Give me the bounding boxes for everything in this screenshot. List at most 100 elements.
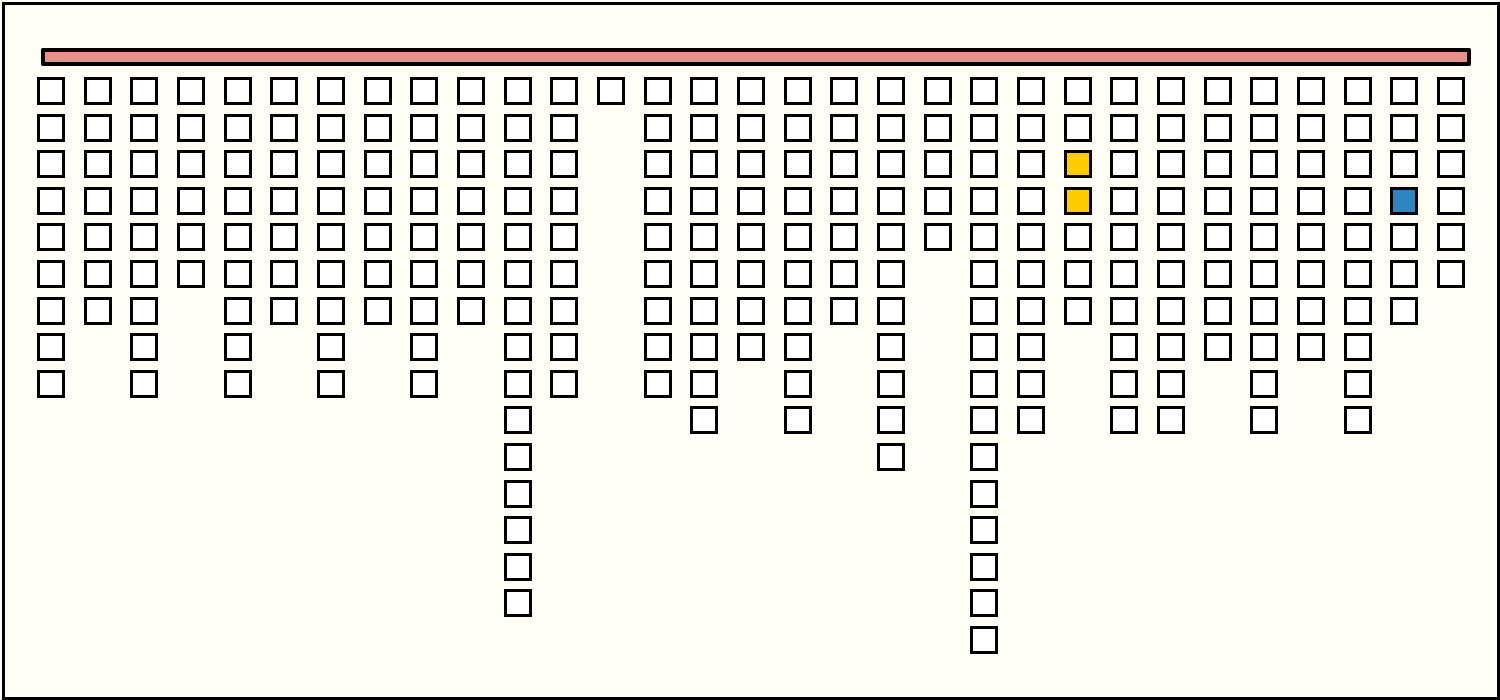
cell[interactable] xyxy=(1297,260,1326,288)
cell[interactable] xyxy=(1343,186,1372,215)
cell[interactable] xyxy=(270,113,299,142)
cell[interactable] xyxy=(1017,296,1046,325)
cell[interactable] xyxy=(410,333,439,362)
cell[interactable] xyxy=(317,113,346,142)
cell[interactable] xyxy=(1017,186,1046,215)
cell[interactable] xyxy=(37,77,65,105)
cell[interactable] xyxy=(1250,260,1279,288)
cell[interactable] xyxy=(503,77,532,105)
cell[interactable] xyxy=(643,150,672,179)
cell[interactable] xyxy=(270,223,299,252)
cell[interactable] xyxy=(1063,77,1092,105)
cell[interactable] xyxy=(970,333,999,362)
cell[interactable] xyxy=(1437,77,1466,105)
cell[interactable] xyxy=(970,223,999,252)
cell[interactable] xyxy=(83,223,112,252)
cell[interactable] xyxy=(177,186,205,215)
cell[interactable] xyxy=(1157,333,1186,362)
cell[interactable] xyxy=(1437,186,1466,215)
cell[interactable] xyxy=(1157,223,1186,252)
cell[interactable] xyxy=(970,589,999,618)
cell[interactable] xyxy=(130,113,159,142)
cell[interactable] xyxy=(223,113,252,142)
cell[interactable] xyxy=(130,150,159,179)
cell[interactable] xyxy=(1297,223,1326,252)
cell[interactable] xyxy=(970,260,999,288)
cell[interactable] xyxy=(550,186,579,215)
cell[interactable] xyxy=(1063,260,1092,288)
cell[interactable] xyxy=(223,77,252,105)
cell[interactable] xyxy=(783,333,812,362)
cell[interactable] xyxy=(1110,150,1139,179)
cell[interactable] xyxy=(1343,369,1372,398)
cell[interactable] xyxy=(923,113,952,142)
cell[interactable] xyxy=(37,369,65,398)
cell[interactable] xyxy=(643,77,672,105)
cell[interactable] xyxy=(223,186,252,215)
cell[interactable] xyxy=(1017,150,1046,179)
cell[interactable] xyxy=(457,186,486,215)
cell[interactable] xyxy=(877,260,906,288)
cell[interactable] xyxy=(1017,113,1046,142)
cell[interactable] xyxy=(1297,113,1326,142)
cell[interactable] xyxy=(877,296,906,325)
cell[interactable] xyxy=(783,406,812,435)
cell[interactable] xyxy=(1157,77,1186,105)
cell[interactable] xyxy=(1343,113,1372,142)
cell[interactable] xyxy=(970,77,999,105)
cell[interactable] xyxy=(970,479,999,508)
cell[interactable] xyxy=(363,150,392,179)
cell[interactable] xyxy=(1110,406,1139,435)
cell[interactable] xyxy=(877,223,906,252)
cell[interactable] xyxy=(1390,260,1419,288)
cell[interactable] xyxy=(1110,223,1139,252)
cell[interactable] xyxy=(830,113,859,142)
cell[interactable] xyxy=(503,186,532,215)
cell[interactable] xyxy=(877,186,906,215)
cell[interactable] xyxy=(130,223,159,252)
cell[interactable] xyxy=(1250,296,1279,325)
cell[interactable] xyxy=(737,113,766,142)
cell[interactable] xyxy=(1063,223,1092,252)
cell[interactable] xyxy=(1250,333,1279,362)
cell[interactable] xyxy=(503,150,532,179)
cell[interactable] xyxy=(1390,113,1419,142)
cell[interactable] xyxy=(970,516,999,545)
cell[interactable] xyxy=(970,443,999,471)
cell[interactable] xyxy=(1110,113,1139,142)
cell[interactable] xyxy=(1390,150,1419,179)
cell[interactable] xyxy=(877,77,906,105)
cell[interactable] xyxy=(877,406,906,435)
cell[interactable] xyxy=(970,113,999,142)
cell[interactable] xyxy=(1203,186,1232,215)
cell[interactable] xyxy=(923,150,952,179)
cell[interactable] xyxy=(130,369,159,398)
cell[interactable] xyxy=(410,296,439,325)
cell[interactable] xyxy=(363,223,392,252)
cell[interactable] xyxy=(37,150,65,179)
cell[interactable] xyxy=(457,150,486,179)
cell[interactable] xyxy=(317,150,346,179)
cell[interactable] xyxy=(83,113,112,142)
cell[interactable] xyxy=(690,77,719,105)
cell[interactable] xyxy=(1203,333,1232,362)
cell[interactable] xyxy=(503,479,532,508)
cell[interactable] xyxy=(737,186,766,215)
cell[interactable] xyxy=(1110,369,1139,398)
cell[interactable] xyxy=(877,369,906,398)
cell[interactable] xyxy=(690,369,719,398)
cell[interactable] xyxy=(1203,113,1232,142)
cell[interactable] xyxy=(317,223,346,252)
cell[interactable] xyxy=(643,369,672,398)
cell[interactable] xyxy=(270,150,299,179)
cell[interactable] xyxy=(970,150,999,179)
cell[interactable] xyxy=(877,333,906,362)
cell[interactable] xyxy=(177,113,205,142)
cell[interactable] xyxy=(410,223,439,252)
cell[interactable] xyxy=(783,296,812,325)
cell[interactable] xyxy=(503,223,532,252)
cell[interactable] xyxy=(783,369,812,398)
cell[interactable] xyxy=(970,369,999,398)
cell[interactable] xyxy=(1343,223,1372,252)
cell[interactable] xyxy=(1390,223,1419,252)
